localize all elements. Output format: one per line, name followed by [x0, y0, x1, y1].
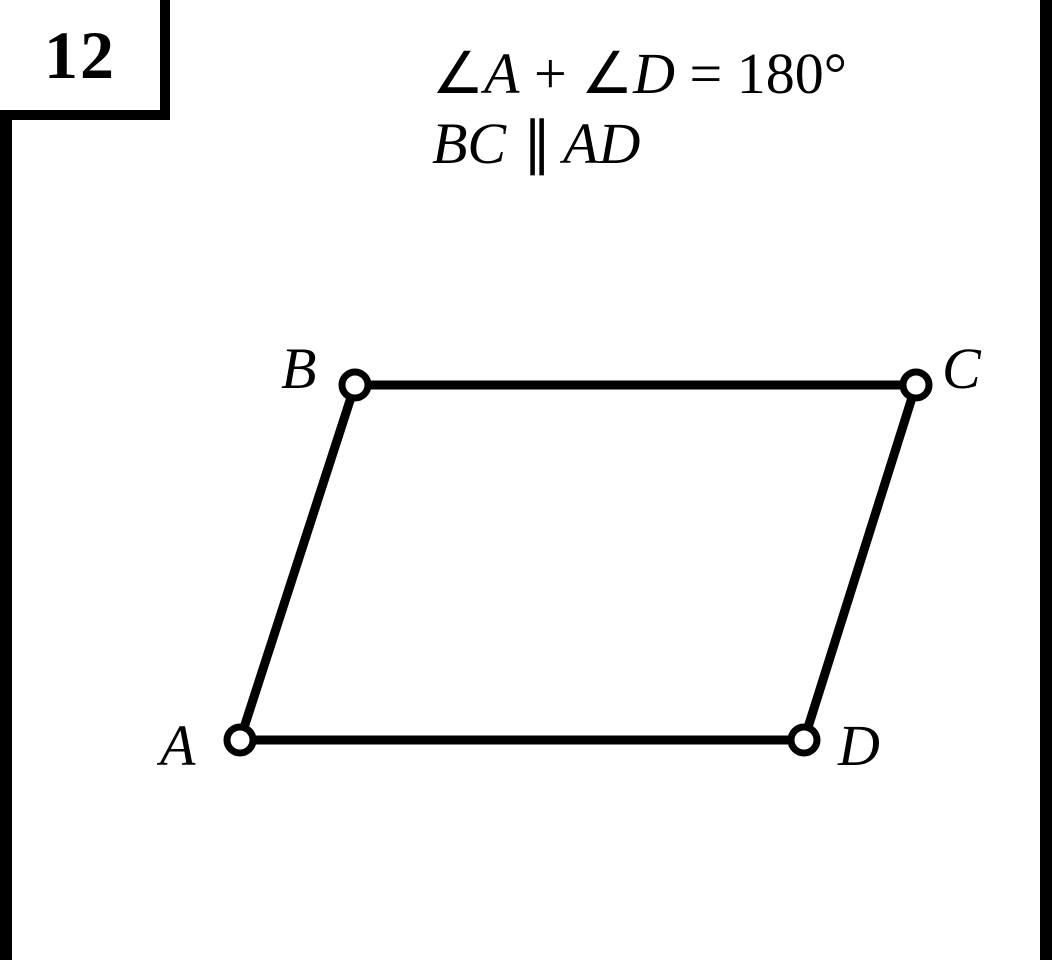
vertex-label-D: D — [838, 712, 880, 779]
problem-frame: 12 ∠A + ∠D = 180° BC ∥ AD A B C D — [0, 0, 1052, 960]
vertex-label-B: B — [281, 335, 316, 402]
vertex-markers — [227, 372, 929, 753]
vertex-label-C: C — [942, 335, 981, 402]
quadrilateral-diagram — [0, 0, 1052, 960]
vertex-label-A: A — [160, 712, 195, 779]
quadrilateral-shape — [240, 385, 916, 740]
